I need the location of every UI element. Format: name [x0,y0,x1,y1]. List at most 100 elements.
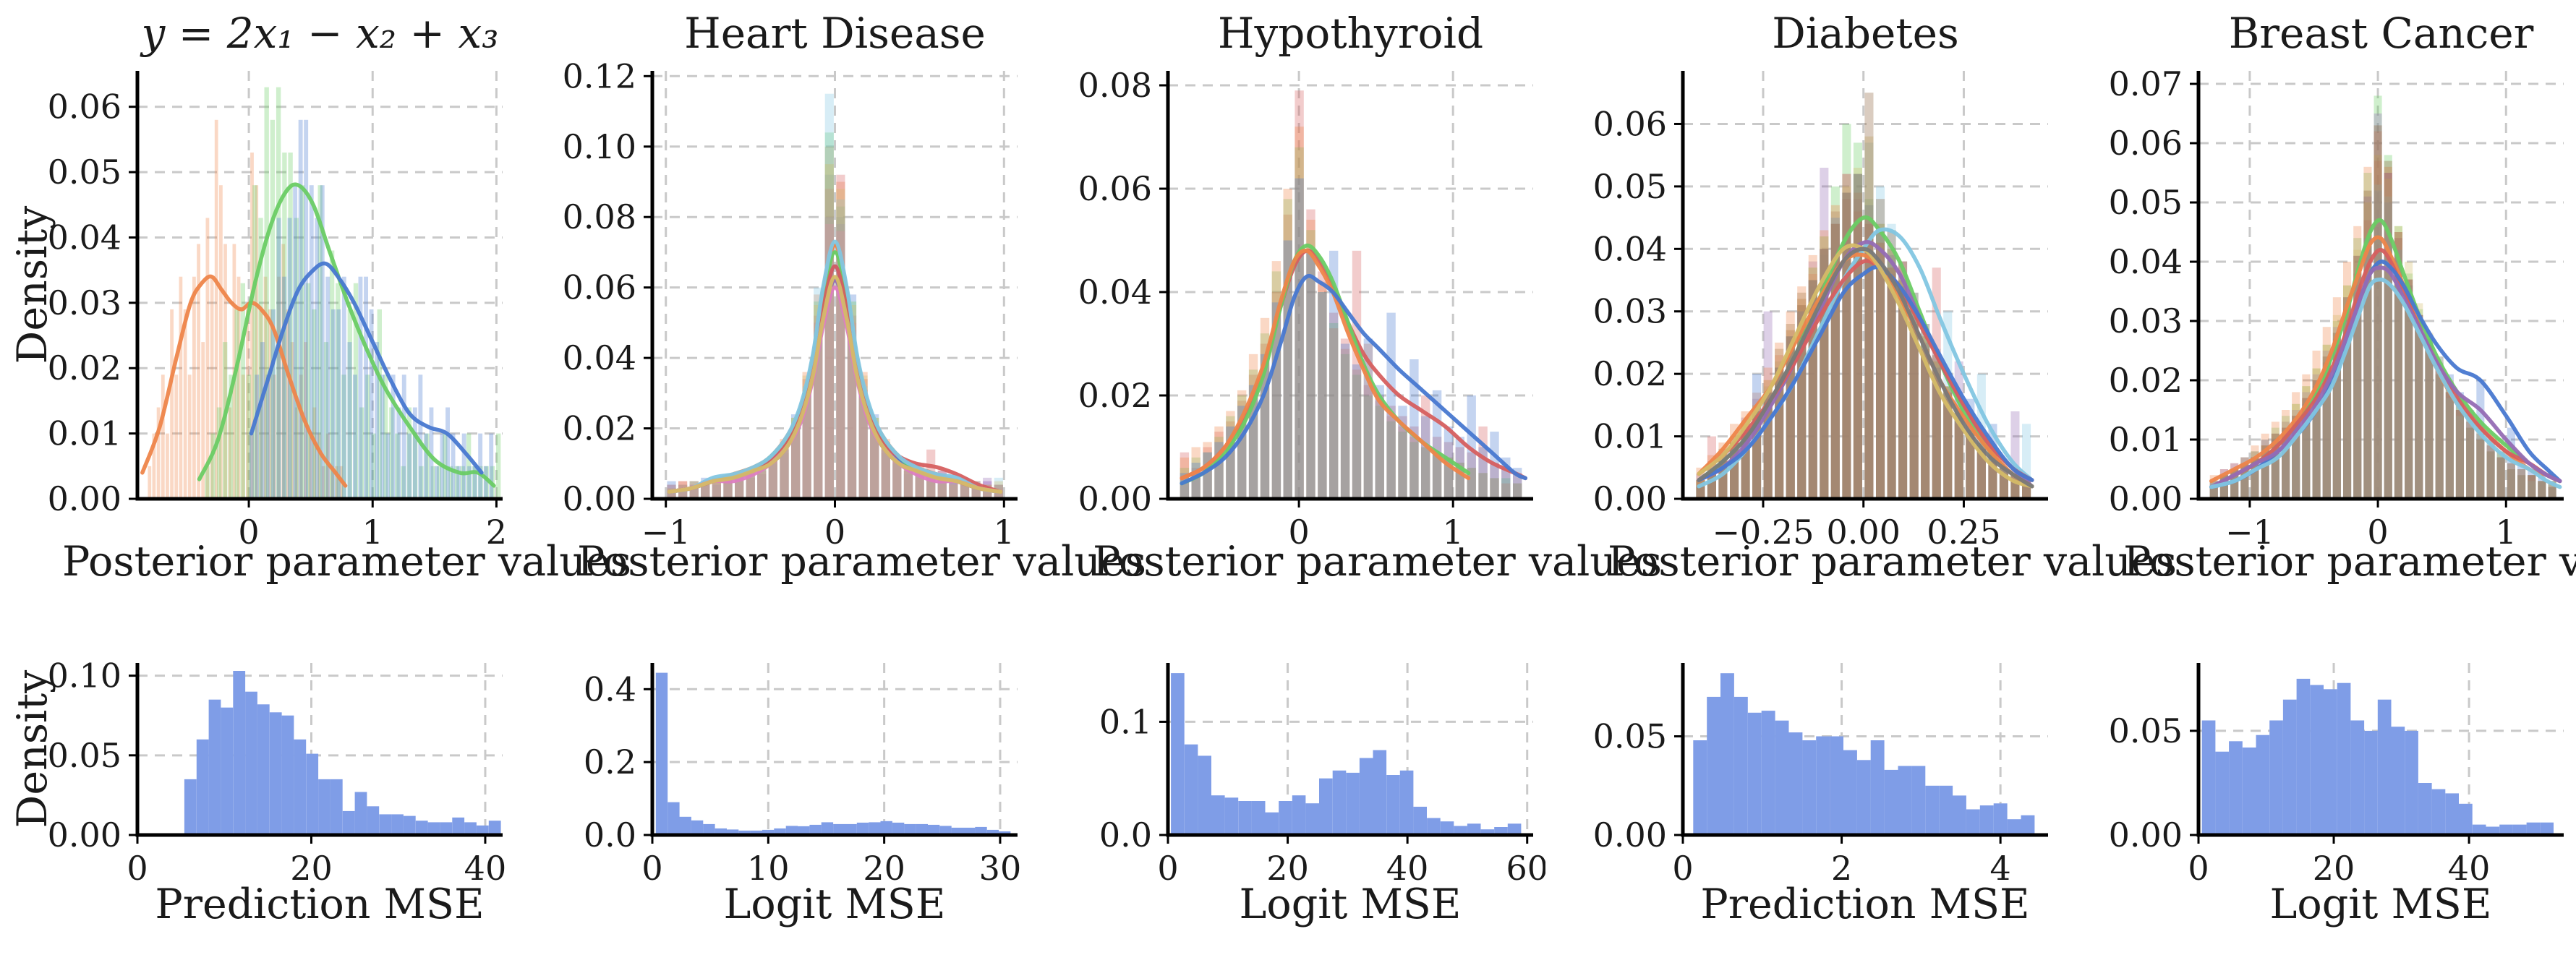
histogram-bar [2332,297,2341,499]
histogram-bar [1921,348,1930,499]
histogram-bar [401,374,406,499]
histogram-bar [971,488,981,499]
histogram-bar [774,828,786,835]
histogram-bar [1720,673,1734,835]
histogram-bar [791,424,801,499]
histogram-bar [1876,230,1885,499]
histogram-bar [1939,785,1953,835]
histogram-bar [423,433,428,499]
y-tick-label: 0.04 [2109,242,2183,281]
histogram-bar [1363,395,1373,499]
histogram-bar [916,823,928,835]
histogram-series-parameter-7 [2209,155,2556,499]
histogram-bar [156,407,161,499]
histogram-bar [824,164,834,499]
histogram-bar [1340,354,1350,499]
histogram-bar [1954,417,1963,499]
histogram-bar [951,827,963,835]
histogram-bar [1454,826,1467,835]
histogram-bar [2363,238,2372,499]
histogram-bar [2010,480,2020,499]
histogram-bar [2230,469,2239,499]
histogram-bar [2455,392,2464,499]
histogram-bar [2261,451,2269,499]
histogram-bar [780,453,789,499]
histogram-bar [2455,410,2464,499]
histogram-bar [451,433,456,499]
histogram-bar [2302,386,2311,499]
histogram-bar [881,445,890,499]
histogram-bar [1251,801,1266,835]
kde-curve-parameter-3 [2209,247,2562,489]
histogram-bar [1921,355,1930,499]
histogram-bar [2455,410,2464,499]
histogram-bar [757,467,767,499]
histogram-bar [364,276,368,499]
histogram-bar [391,374,396,499]
histogram-bar [960,484,970,499]
histogram-bar [2282,427,2290,499]
histogram-bar [1943,405,1953,499]
histogram-bar [2476,433,2485,499]
histogram-bar [892,822,905,835]
histogram-bar [2312,392,2321,499]
histogram-bar [2455,410,2464,499]
histogram-bar [425,433,430,499]
histogram-bar [2343,321,2352,499]
histogram-bar [1171,673,1185,835]
histogram-bar [2455,403,2464,499]
histogram-bar [2282,410,2290,499]
histogram-bar [1203,452,1212,499]
x-tick-label: −1 [2225,513,2274,552]
y-tick-label: 0.06 [1593,104,1667,143]
histogram-bar [184,779,197,835]
histogram-bar [1306,230,1315,499]
histogram-bar [395,433,400,499]
histogram-bar [1214,432,1224,499]
histogram-bar [415,821,428,835]
subplot-mse-diabetes: 0 2 4 0.00 0.05 Prediction MSE [1545,593,2060,955]
histogram-bar [2251,451,2259,499]
histogram-bar [210,433,216,499]
histogram-bar [1332,770,1347,836]
histogram-bar [371,433,376,499]
histogram-bar [2322,362,2331,499]
histogram-bar [221,707,234,835]
histogram-bar [2261,440,2269,499]
histogram-bar [2364,730,2378,835]
histogram-bar [1864,199,1874,499]
histogram-bar [892,460,902,499]
histogram-bar [365,374,370,499]
histogram-bar [1898,299,1908,499]
histogram-bar [2292,410,2300,499]
histogram-bar [288,153,293,499]
histogram-bar [1853,211,1862,499]
histogram-bar [2332,338,2341,499]
histogram-bar [210,276,214,499]
histogram-bar [2415,314,2423,499]
histogram-bar [216,407,222,499]
histogram-bar [1988,461,1997,499]
histogram-bar [294,739,307,835]
histogram-bar [1295,127,1304,499]
histogram-series-x3-coefficient [205,87,501,500]
histogram-series-parameter-5 [2209,114,2556,499]
histogram-bar [1467,468,1476,499]
histogram-bar [2445,793,2459,835]
x-tick-label: 0 [127,849,148,888]
histogram-bar [1409,359,1419,499]
histogram-bar [478,433,483,499]
histogram-bar [1409,426,1419,499]
histogram-bar [2405,730,2418,835]
histogram-bar [2540,822,2554,835]
gridlines [137,71,503,499]
histogram-bar [757,474,767,499]
tick-marks [129,675,487,844]
histogram-bar [2343,297,2352,499]
histogram-bar [712,481,721,499]
histogram-bar [1966,809,1980,835]
histogram-bar [270,119,276,500]
subplot-posterior-diabetes: Diabetes −0.25 0.00 0.25 0.00 0.01 0.02 0.03 0.… [1545,0,2177,593]
x-tick-label: 0.25 [1927,513,2000,552]
